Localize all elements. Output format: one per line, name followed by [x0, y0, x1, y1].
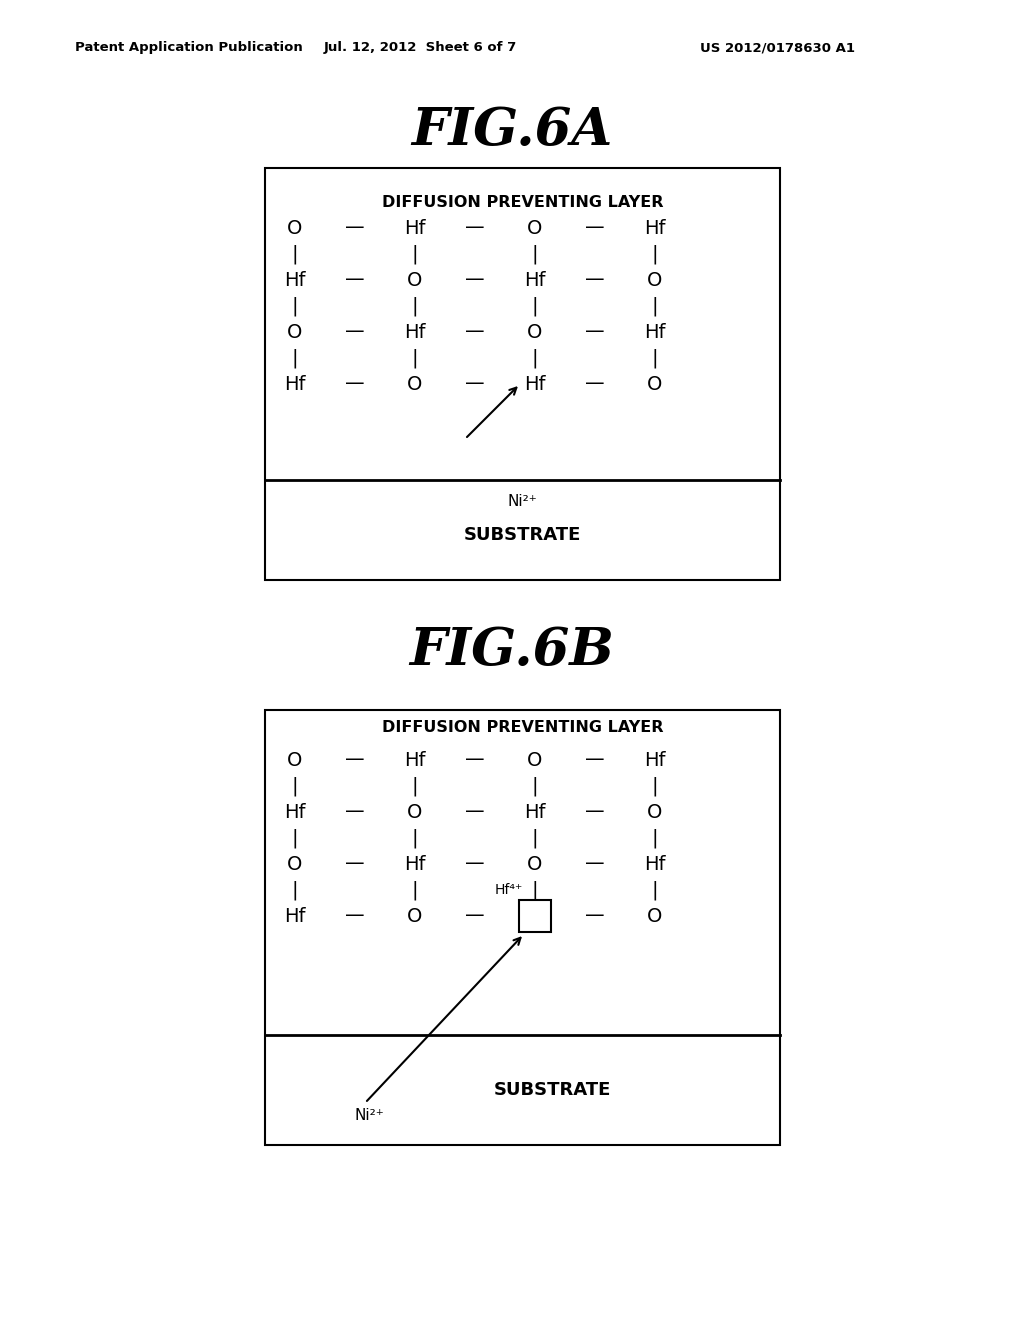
Text: O: O — [647, 375, 663, 393]
Text: Hf: Hf — [404, 751, 426, 770]
Text: DIFFUSION PREVENTING LAYER: DIFFUSION PREVENTING LAYER — [382, 719, 664, 735]
Text: Hf: Hf — [644, 322, 666, 342]
Text: |: | — [531, 244, 539, 264]
Text: Hf: Hf — [285, 271, 306, 289]
Text: Hf: Hf — [285, 907, 306, 925]
Text: Hf: Hf — [285, 803, 306, 821]
Text: O: O — [408, 803, 423, 821]
Text: |: | — [292, 348, 298, 368]
Text: |: | — [531, 296, 539, 315]
Text: SUBSTRATE: SUBSTRATE — [494, 1081, 611, 1100]
Text: |: | — [292, 776, 298, 796]
Text: O: O — [527, 751, 543, 770]
Text: |: | — [651, 244, 658, 264]
Text: —: — — [465, 322, 484, 342]
Text: —: — — [465, 751, 484, 770]
Text: |: | — [412, 348, 419, 368]
Text: Hf: Hf — [524, 803, 546, 821]
Text: |: | — [412, 244, 419, 264]
Text: |: | — [651, 348, 658, 368]
Text: |: | — [651, 776, 658, 796]
Text: —: — — [345, 803, 365, 821]
Text: |: | — [412, 296, 419, 315]
Text: —: — — [585, 854, 605, 874]
Text: US 2012/0178630 A1: US 2012/0178630 A1 — [700, 41, 855, 54]
Text: |: | — [531, 880, 539, 900]
Text: |: | — [651, 880, 658, 900]
Text: O: O — [408, 375, 423, 393]
Text: —: — — [585, 322, 605, 342]
Text: —: — — [345, 907, 365, 925]
Text: —: — — [345, 219, 365, 238]
Text: Hf: Hf — [644, 751, 666, 770]
Text: —: — — [465, 803, 484, 821]
Text: O: O — [288, 322, 303, 342]
Text: —: — — [345, 322, 365, 342]
Text: —: — — [585, 751, 605, 770]
Text: DIFFUSION PREVENTING LAYER: DIFFUSION PREVENTING LAYER — [382, 195, 664, 210]
Text: —: — — [465, 375, 484, 393]
Text: Hf: Hf — [404, 854, 426, 874]
Text: —: — — [345, 375, 365, 393]
Text: O: O — [288, 854, 303, 874]
Text: O: O — [527, 219, 543, 238]
Text: Hf: Hf — [285, 375, 306, 393]
Bar — [519, 900, 551, 932]
Text: —: — — [585, 803, 605, 821]
Text: Ni²⁺: Ni²⁺ — [508, 495, 538, 510]
Text: FIG.6B: FIG.6B — [410, 624, 614, 676]
Text: |: | — [531, 828, 539, 847]
Text: Ni²⁺: Ni²⁺ — [355, 1107, 385, 1123]
Text: Hf⁴⁺: Hf⁴⁺ — [495, 883, 523, 898]
Text: |: | — [531, 776, 539, 796]
Text: —: — — [465, 271, 484, 289]
Text: —: — — [345, 751, 365, 770]
Text: |: | — [412, 880, 419, 900]
Text: O: O — [408, 907, 423, 925]
Text: —: — — [465, 907, 484, 925]
Text: |: | — [651, 296, 658, 315]
Text: —: — — [585, 907, 605, 925]
Text: |: | — [292, 296, 298, 315]
Text: |: | — [292, 244, 298, 264]
Text: |: | — [292, 828, 298, 847]
Text: Hf: Hf — [404, 322, 426, 342]
Text: O: O — [647, 907, 663, 925]
Text: Hf: Hf — [644, 854, 666, 874]
Text: —: — — [465, 219, 484, 238]
Text: O: O — [288, 751, 303, 770]
Text: Hf: Hf — [524, 375, 546, 393]
Text: O: O — [527, 854, 543, 874]
Text: Hf: Hf — [524, 271, 546, 289]
Text: |: | — [412, 828, 419, 847]
Text: |: | — [412, 776, 419, 796]
Text: |: | — [292, 880, 298, 900]
Text: —: — — [345, 271, 365, 289]
Text: Hf: Hf — [644, 219, 666, 238]
Text: |: | — [651, 828, 658, 847]
Text: Hf: Hf — [404, 219, 426, 238]
Text: FIG.6A: FIG.6A — [412, 104, 612, 156]
Bar — [265, 168, 780, 579]
Text: Jul. 12, 2012  Sheet 6 of 7: Jul. 12, 2012 Sheet 6 of 7 — [324, 41, 517, 54]
Text: O: O — [288, 219, 303, 238]
Text: O: O — [647, 271, 663, 289]
Text: —: — — [345, 854, 365, 874]
Text: —: — — [585, 271, 605, 289]
Text: O: O — [527, 322, 543, 342]
Text: Patent Application Publication: Patent Application Publication — [75, 41, 303, 54]
Text: —: — — [585, 375, 605, 393]
Text: O: O — [408, 271, 423, 289]
Bar — [265, 710, 780, 1144]
Text: —: — — [585, 219, 605, 238]
Text: O: O — [647, 803, 663, 821]
Text: —: — — [465, 854, 484, 874]
Text: |: | — [531, 348, 539, 368]
Text: SUBSTRATE: SUBSTRATE — [464, 525, 582, 544]
